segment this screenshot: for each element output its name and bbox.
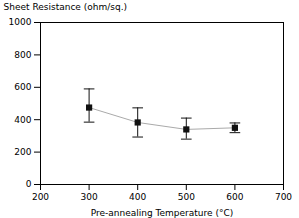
svg-text:Sheet Resistance (ohm/sq.): Sheet Resistance (ohm/sq.) — [4, 2, 128, 12]
svg-text:Pre-annealing Temperature (°C): Pre-annealing Temperature (°C) — [91, 208, 234, 218]
svg-text:200: 200 — [14, 147, 31, 157]
svg-text:600: 600 — [226, 192, 243, 202]
svg-text:400: 400 — [129, 192, 146, 202]
svg-text:300: 300 — [81, 192, 98, 202]
svg-text:0: 0 — [26, 179, 32, 189]
svg-text:500: 500 — [178, 192, 195, 202]
svg-text:600: 600 — [14, 82, 31, 92]
svg-text:700: 700 — [275, 192, 292, 202]
svg-text:1000: 1000 — [9, 17, 32, 27]
svg-text:200: 200 — [32, 192, 49, 202]
svg-text:400: 400 — [14, 115, 31, 125]
svg-text:800: 800 — [14, 50, 31, 60]
